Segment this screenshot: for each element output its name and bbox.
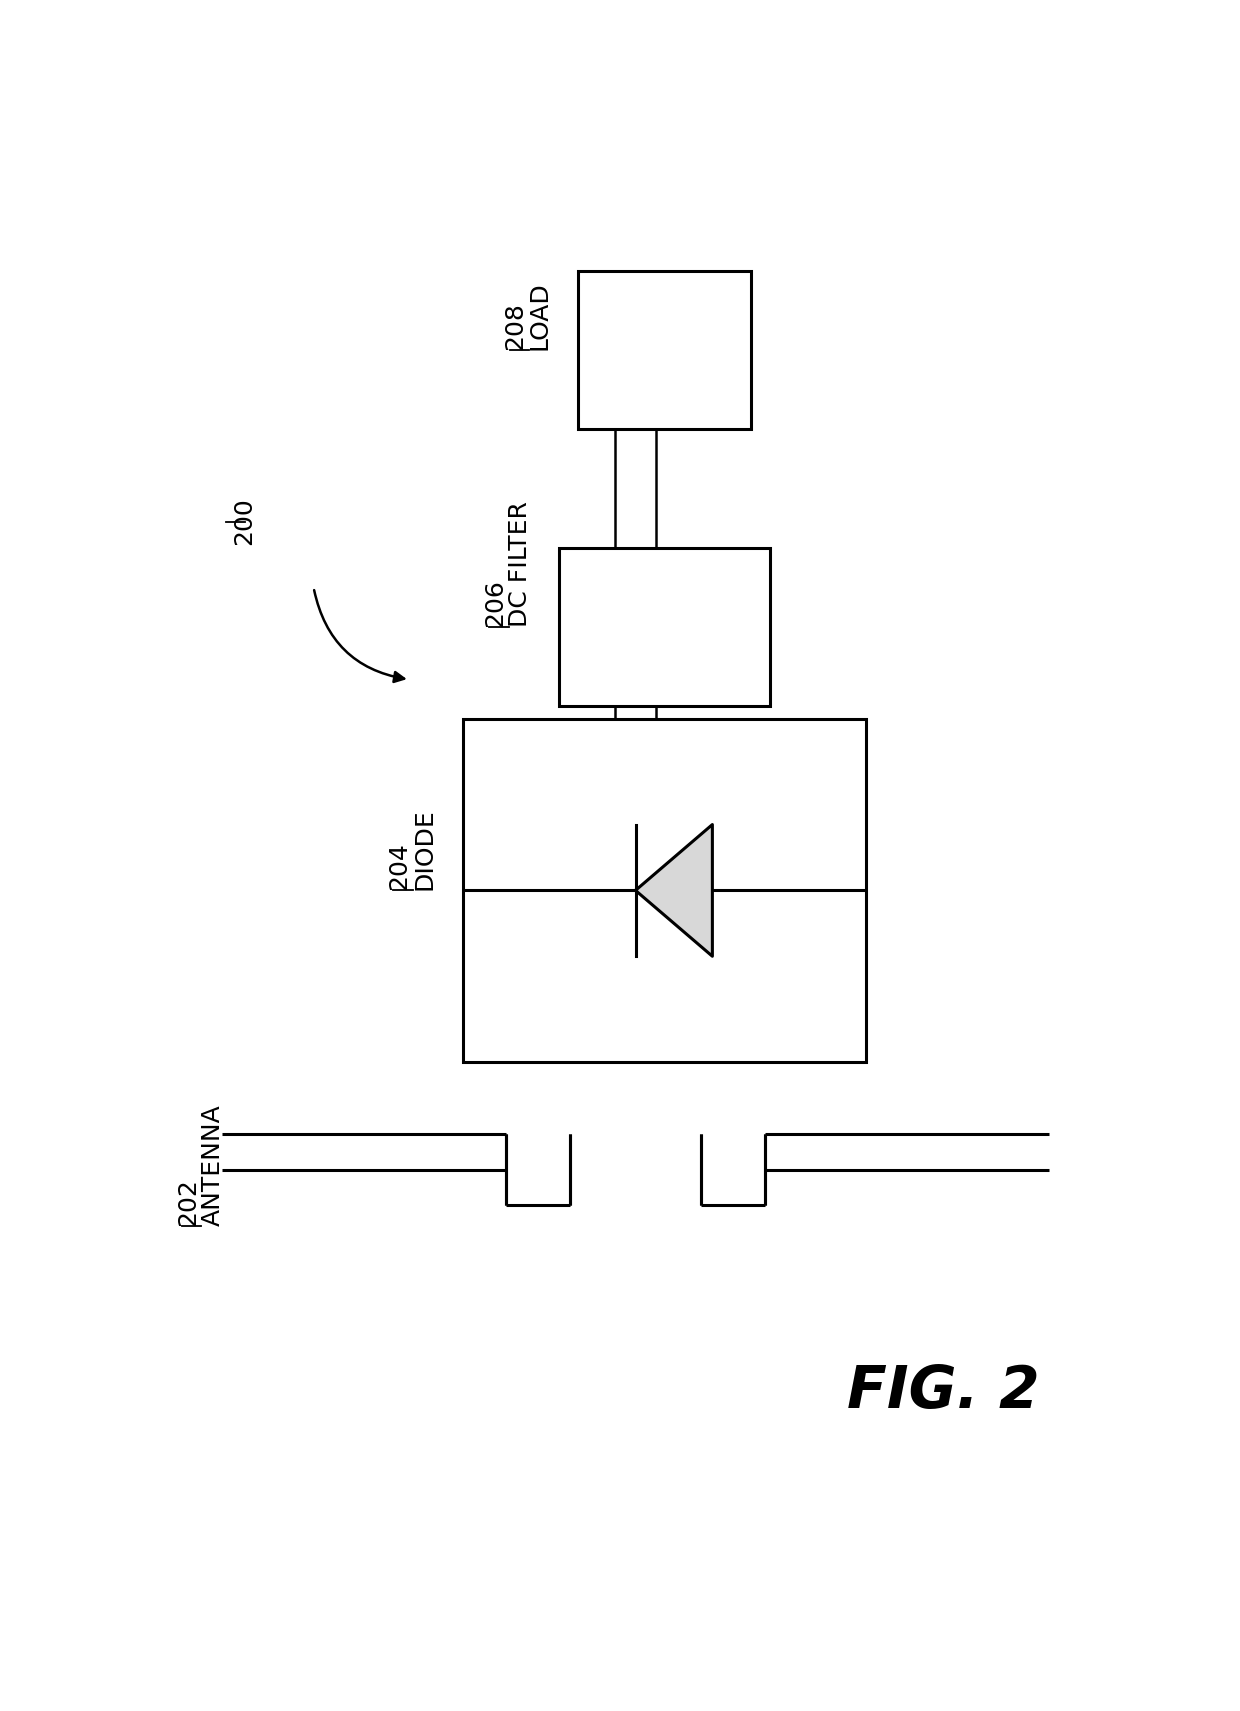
- Text: 200: 200: [232, 498, 255, 546]
- Text: DIODE: DIODE: [412, 809, 436, 890]
- Text: ANTENNA: ANTENNA: [201, 1105, 224, 1227]
- FancyArrowPatch shape: [314, 590, 404, 683]
- Bar: [578, 272, 750, 429]
- Text: 208: 208: [503, 303, 527, 351]
- Text: 204: 204: [387, 842, 412, 890]
- Bar: [558, 548, 770, 707]
- Text: FIG. 2: FIG. 2: [847, 1362, 1039, 1420]
- Text: 202: 202: [176, 1179, 200, 1227]
- Text: 206: 206: [484, 578, 507, 626]
- Polygon shape: [635, 825, 713, 956]
- Text: LOAD: LOAD: [527, 282, 552, 351]
- Text: DC FILTER: DC FILTER: [508, 501, 532, 626]
- Bar: [463, 719, 866, 1061]
